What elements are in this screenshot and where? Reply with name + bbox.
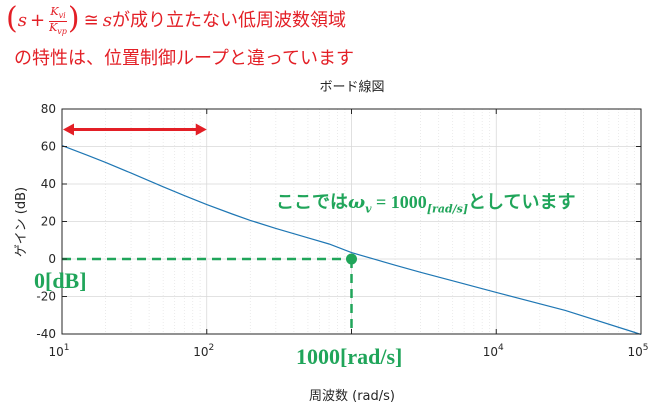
omega-sub: v [365,202,372,216]
formula-rhs: s [102,10,112,32]
formula-kvp: K [49,20,58,34]
y-axis-label: ゲイン (dB) [14,187,29,257]
formula-kvi: K [50,5,59,18]
x-tick-label: 105 [627,343,648,359]
omega-unit: [rad/s] [426,202,469,216]
tick-layer [61,108,642,335]
range-arrow-left-head [63,123,74,136]
y-tick-label: 20 [41,215,56,229]
x-tick-label: 101 [48,343,69,359]
x-tick-label: 104 [483,343,504,359]
omega-eq: = 1000 [371,192,427,212]
formula-kvi-sub: vi [58,11,66,21]
formula-fraction: Kvi Kvp [49,6,67,36]
formula-kvp-sub: vp [57,26,67,36]
formula-s: s [17,10,27,32]
annotation-layer [62,123,357,334]
zero-db-label: 0[dB] [34,268,87,293]
header-note-line1: (s + Kvi Kvp) ≅ sが成り立たない低周波数領域 [6,1,346,37]
gain-curve [61,145,642,335]
header-line1-suffix: が成り立たない低周波数領域 [111,10,346,32]
header-note-line2: の特性は、位置制御ループと違っています [14,48,355,69]
curve-layer [61,145,642,335]
x-axis-label: 周波数 (rad/s) [309,389,395,404]
y-tick-label: -40 [36,327,56,341]
y-tick-label: 80 [41,102,56,116]
y-tick-label: 0 [48,252,56,266]
omega-annotation: ここではωv = 1000[rad/s]としています [276,188,576,216]
y-tick-label: 40 [41,177,56,191]
crossover-marker [346,253,357,265]
crossover-label: 1000[rad/s] [296,344,403,369]
omega-symbol: ω [348,192,366,213]
formula-plus: + [29,10,46,32]
omega-prefix: ここでは [276,192,348,213]
x-tick-label: 102 [193,343,214,359]
formula-approx: ≅ [83,10,99,32]
omega-suffix: としています [468,192,576,213]
y-tick-label: 60 [41,140,56,154]
chart-title: ボード線図 [319,79,384,95]
range-arrow-right-head [195,123,207,136]
grid [61,108,642,335]
y-tick-label: -20 [36,290,56,304]
tick-label-layer: 101 102 104 105 -40 -20 0 20 40 60 80 [36,102,648,359]
